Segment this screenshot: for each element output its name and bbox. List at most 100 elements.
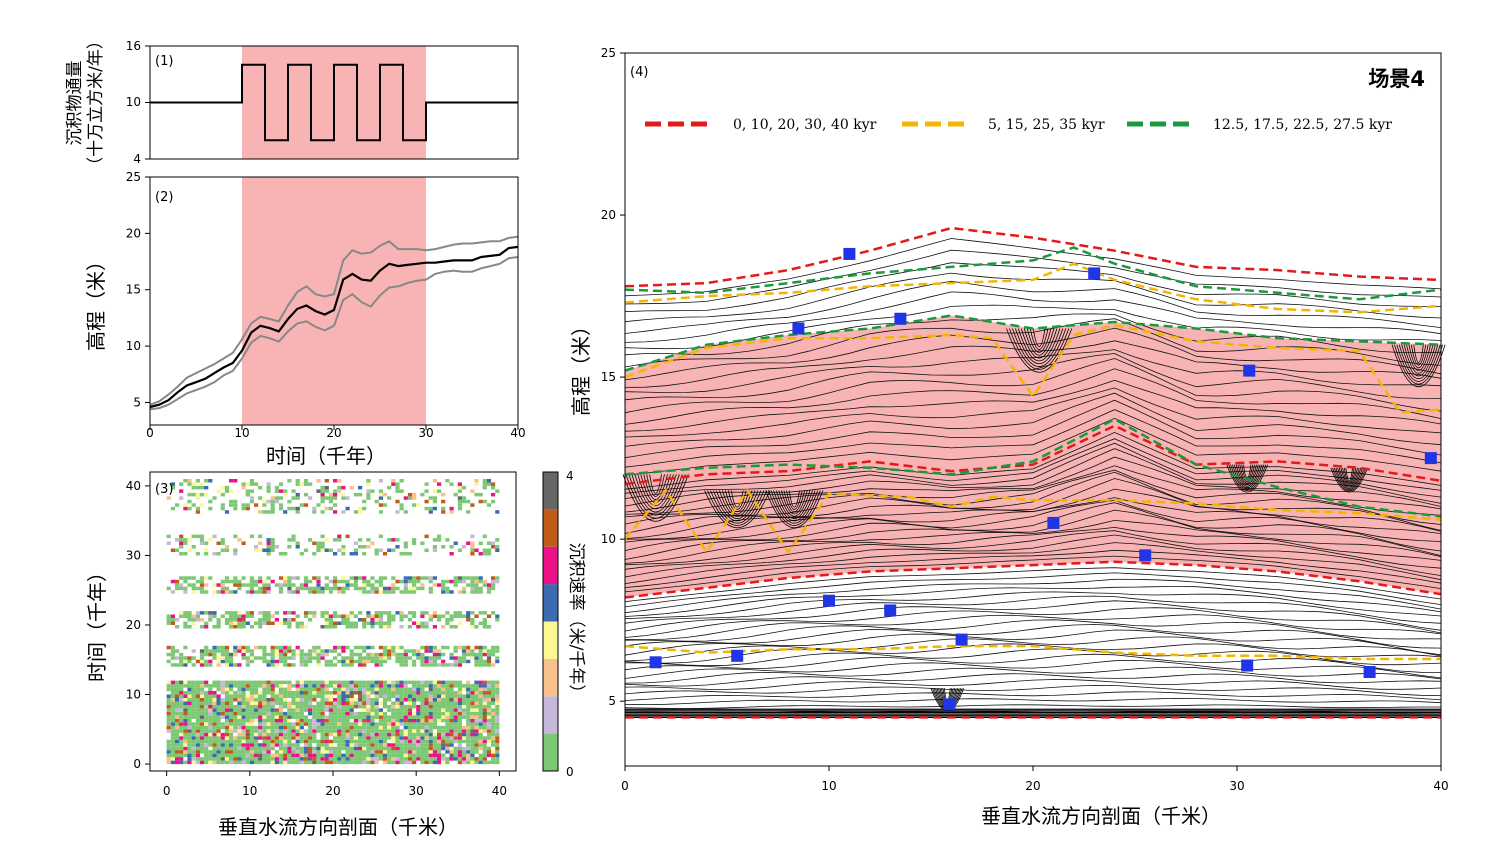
heatmap-cell xyxy=(183,552,188,556)
heatmap-cell xyxy=(424,548,429,552)
blue-marker xyxy=(1139,549,1152,562)
heatmap-cell xyxy=(486,722,492,726)
heatmap-cell xyxy=(441,743,446,747)
heatmap-cell xyxy=(403,579,408,584)
heatmap-cell xyxy=(179,757,184,761)
heatmap-cell xyxy=(474,656,479,660)
heatmap-cell xyxy=(179,704,184,709)
heatmap-cell xyxy=(437,694,442,698)
blue-marker xyxy=(943,698,956,711)
heatmap-cell xyxy=(366,579,371,584)
heatmap-cell xyxy=(428,618,433,622)
heatmap-cell xyxy=(324,725,329,730)
heatmap-cell xyxy=(495,750,500,754)
heatmap-cell xyxy=(258,746,263,751)
heatmap-cell xyxy=(420,701,425,705)
heatmap-cell xyxy=(370,618,375,622)
heatmap-cell xyxy=(270,579,275,584)
heatmap-cell xyxy=(424,680,429,685)
heatmap-cell xyxy=(407,625,413,629)
heatmap-cell xyxy=(399,760,404,765)
heatmap-cell xyxy=(449,743,454,747)
heatmap-cell xyxy=(229,753,234,758)
heatmap-cell xyxy=(237,757,242,761)
heatmap-cell xyxy=(337,614,342,618)
heatmap-cell xyxy=(374,760,379,765)
heatmap-cell xyxy=(395,732,400,737)
heatmap-cell xyxy=(349,656,354,660)
heatmap-cell xyxy=(353,746,358,751)
heatmap-cell xyxy=(495,614,500,618)
heatmap-cell xyxy=(241,618,246,622)
heatmap-cell xyxy=(362,698,367,702)
heatmap-cell xyxy=(324,708,329,712)
heatmap-cell xyxy=(395,757,400,761)
heatmap-cell xyxy=(470,621,475,625)
heatmap-cell xyxy=(382,680,388,685)
heatmap-cell xyxy=(199,625,205,629)
heatmap-cell xyxy=(274,583,279,587)
heatmap-cell xyxy=(241,711,246,716)
heatmap-cell xyxy=(341,545,346,549)
heatmap-cell xyxy=(170,757,175,761)
heatmap-cell xyxy=(353,541,358,545)
heatmap-cell xyxy=(241,645,246,650)
heatmap-cell xyxy=(316,722,321,726)
heatmap-cell xyxy=(486,694,492,698)
heatmap-cell xyxy=(349,729,354,733)
heatmap-cell xyxy=(320,489,325,493)
heatmap-cell xyxy=(437,757,442,761)
panel-3-xtick-label: 10 xyxy=(242,784,257,798)
heatmap-cell xyxy=(403,743,408,747)
heatmap-cell xyxy=(445,704,450,709)
heatmap-cell xyxy=(278,715,284,719)
heatmap-cell xyxy=(208,732,213,737)
heatmap-cell xyxy=(224,701,230,705)
heatmap-cell xyxy=(175,503,180,507)
heatmap-cell xyxy=(495,701,500,705)
panel-4-ytick-label: 15 xyxy=(601,370,616,384)
heatmap-cell xyxy=(412,503,417,507)
heatmap-cell xyxy=(249,499,254,504)
heatmap-cell xyxy=(382,503,388,507)
heatmap-cell xyxy=(195,496,200,500)
heatmap-cell xyxy=(316,645,321,650)
stratigraphic-line xyxy=(624,684,1442,696)
heatmap-cell xyxy=(278,722,284,726)
heatmap-cell xyxy=(366,482,371,486)
heatmap-cell xyxy=(204,552,209,556)
heatmap-cell xyxy=(378,625,383,629)
heatmap-cell xyxy=(258,684,263,688)
heatmap-cell xyxy=(283,621,288,625)
heatmap-cell xyxy=(270,729,275,733)
heatmap-cell xyxy=(312,576,317,580)
heatmap-cell xyxy=(382,694,388,698)
heatmap-cell xyxy=(199,711,205,716)
heatmap-cell xyxy=(229,701,234,705)
heatmap-cell xyxy=(328,548,333,552)
heatmap-cell xyxy=(437,718,442,723)
heatmap-cell xyxy=(291,701,296,705)
heatmap-cell xyxy=(437,482,442,486)
heatmap-cell xyxy=(316,663,321,667)
heatmap-cell xyxy=(432,694,437,698)
heatmap-cell xyxy=(399,736,404,740)
heatmap-cell xyxy=(478,492,483,497)
heatmap-cell xyxy=(362,659,367,664)
heatmap-cell xyxy=(283,732,288,737)
heatmap-cell xyxy=(262,725,267,730)
heatmap-cell xyxy=(382,760,388,765)
heatmap-cell xyxy=(220,725,225,730)
heatmap-cell xyxy=(382,684,388,688)
heatmap-cell xyxy=(482,552,487,556)
heatmap-cell xyxy=(387,656,392,660)
heatmap-cell xyxy=(437,649,442,653)
heatmap-cell xyxy=(378,743,383,747)
channel-fill-line xyxy=(1342,467,1357,485)
heatmap-cell xyxy=(466,680,471,685)
heatmap-cell xyxy=(362,711,367,716)
heatmap-cell xyxy=(183,708,188,712)
heatmap-cell xyxy=(295,694,300,698)
heatmap-cell xyxy=(362,750,367,754)
heatmap-cell xyxy=(333,579,338,584)
